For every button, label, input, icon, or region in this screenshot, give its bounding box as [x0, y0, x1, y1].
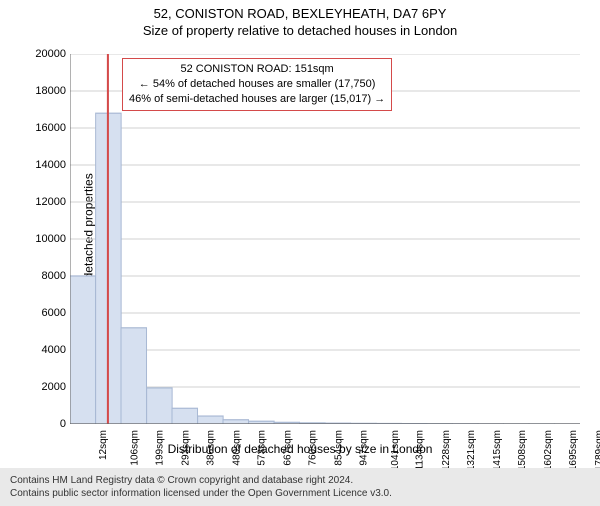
y-tick-label: 4000	[42, 344, 70, 356]
callout-line-3: 46% of semi-detached houses are larger (…	[129, 92, 385, 107]
x-axis-label: Distribution of detached houses by size …	[0, 442, 600, 456]
title-line-2: Size of property relative to detached ho…	[0, 23, 600, 38]
histogram-bar	[172, 408, 198, 424]
callout-line-1: 52 CONISTON ROAD: 151sqm	[129, 62, 385, 77]
histogram-bar	[223, 420, 249, 424]
footer-attribution: Contains HM Land Registry data © Crown c…	[0, 468, 600, 506]
y-tick-label: 10000	[35, 233, 70, 245]
y-tick-label: 18000	[35, 85, 70, 97]
y-tick-label: 0	[60, 418, 70, 430]
title-line-1: 52, CONISTON ROAD, BEXLEYHEATH, DA7 6PY	[0, 6, 600, 21]
y-tick-label: 14000	[35, 159, 70, 171]
y-tick-label: 16000	[35, 122, 70, 134]
footer-line-2: Contains public sector information licen…	[10, 487, 590, 500]
footer-line-1: Contains HM Land Registry data © Crown c…	[10, 474, 590, 487]
histogram-bar	[198, 416, 224, 424]
y-tick-label: 12000	[35, 196, 70, 208]
callout-line-2: ← 54% of detached houses are smaller (17…	[129, 77, 385, 92]
histogram-bar	[147, 388, 173, 424]
histogram-bar	[70, 276, 96, 424]
histogram-bar	[121, 328, 147, 424]
y-tick-label: 20000	[35, 48, 70, 60]
y-tick-label: 8000	[42, 270, 70, 282]
y-tick-label: 6000	[42, 307, 70, 319]
y-tick-label: 2000	[42, 381, 70, 393]
marker-callout: 52 CONISTON ROAD: 151sqm ← 54% of detach…	[122, 58, 392, 111]
